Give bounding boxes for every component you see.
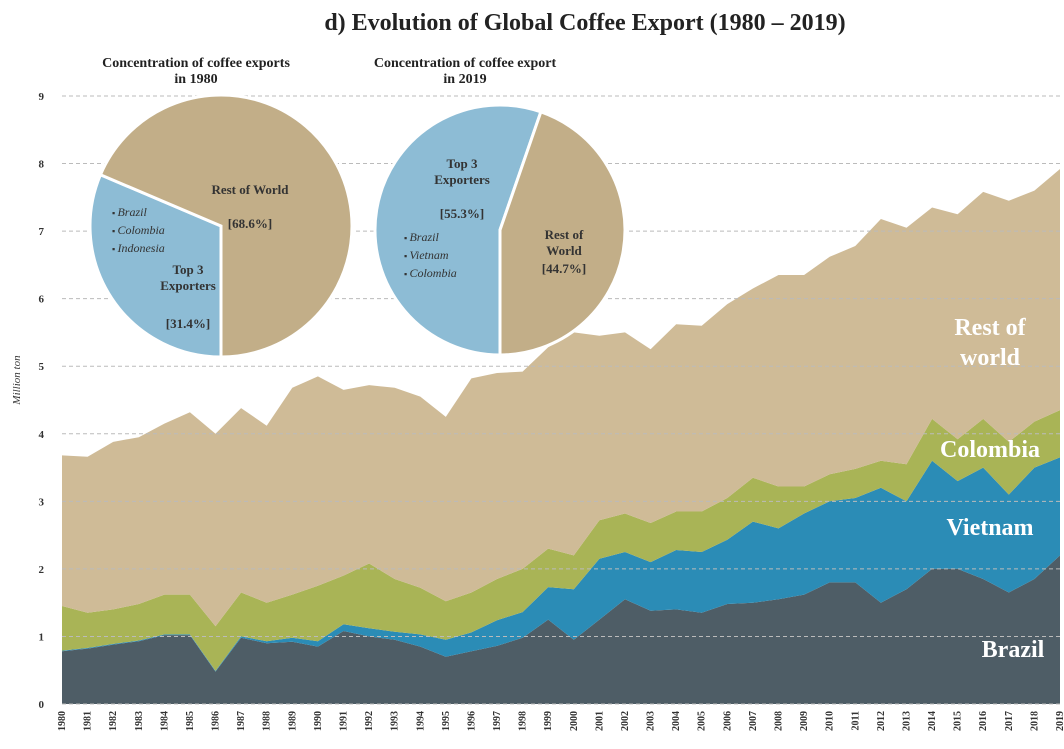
x-tick-label: 1999 [543,711,554,731]
area [62,410,1060,671]
x-tick-label: 1994 [415,711,426,731]
x-tick-label: 2000 [569,711,580,731]
slice-label: Top 3 Exporters [160,262,216,293]
areas [62,169,1060,704]
x-tick-label: 2005 [697,711,708,731]
pie-slice [98,93,354,359]
member: Vietnam [404,247,494,265]
slice-value-label: [44.7%] [541,261,587,276]
x-tick-label: 2015 [953,711,964,731]
x-tick-label: 2013 [901,711,912,731]
x-tick-label: 2011 [850,711,861,730]
x-tick-label: 1997 [492,711,503,731]
x-tick-label: 2009 [799,711,810,731]
series-label: Brazil [981,637,1045,663]
slice-value-label: [55.3%] [439,206,485,221]
series-label: Vietnam [946,515,1034,541]
slice-label: Top 3 Exporters [434,156,490,187]
x-tick-label: 1987 [236,711,247,731]
y-tick-label: 5 [39,361,45,373]
pie-title: Concentration of coffee exports in 1980 [102,56,290,87]
x-tick-label: 2004 [671,711,682,731]
y-axis-label: Million ton [11,355,23,406]
member: Brazil [404,229,494,247]
series-label: Colombia [939,437,1040,463]
x-tick-label: 1980 [57,711,68,731]
y-tick-label: 6 [39,294,45,306]
member: Indonesia [112,240,212,258]
y-tick-label: 3 [39,496,45,508]
x-tick-label: 1993 [390,711,401,731]
x-tick-label: 1989 [287,711,298,731]
y-tick-label: 4 [39,429,45,441]
slice-value-label: [68.6%] [227,216,273,231]
x-tick-label: 2002 [620,711,631,731]
pie-slice [498,109,627,357]
slice-label: Rest of World [211,182,289,197]
x-tick-label: 2006 [722,711,733,731]
x-tick-label: 2007 [748,711,759,731]
x-tick-label: 2010 [825,711,836,731]
x-tick-label: 1986 [211,711,222,731]
slice-label: Rest of World [544,227,584,258]
x-tick-label: 1985 [185,711,196,731]
x-tick-label: 2008 [774,711,785,731]
member: Colombia [112,222,212,240]
x-tick-label: 2014 [927,711,938,731]
x-tick-label: 2018 [1029,711,1040,731]
x-tick-label: 2012 [876,711,887,731]
area [62,555,1060,704]
x-tick-label: 1991 [338,711,349,731]
member: Colombia [404,265,494,283]
x-tick-label: 2019 [1055,711,1064,731]
x-tick-label: 2003 [646,711,657,731]
x-tick-label: 1996 [466,711,477,731]
y-tick-label: 7 [39,226,45,238]
chart-title: d) Evolution of Global Coffee Export (19… [324,10,845,36]
x-tick-label: 1984 [159,711,170,731]
x-tick-label: 1995 [441,711,452,731]
x-tick-label: 1982 [108,711,119,731]
x-tick-label: 1998 [518,711,529,731]
x-tick-label: 1983 [134,711,145,731]
area [62,169,1060,627]
member-list: Brazil Colombia Indonesia [112,204,212,258]
y-tick-label: 1 [39,631,45,643]
slice-value-label: [31.4%] [165,316,211,331]
y-tick-label: 0 [39,699,45,711]
y-tick-label: 9 [39,91,45,103]
x-tick-label: 1990 [313,711,324,731]
member-list: Brazil Vietnam Colombia [404,229,494,283]
x-tick-label: 1981 [83,711,94,731]
y-tick-label: 8 [39,159,45,171]
x-tick-label: 2017 [1004,711,1015,731]
pie-title: Concentration of coffee export in 2019 [373,56,557,87]
area [62,457,1060,672]
x-tick-label: 1988 [262,711,273,731]
x-tick-label: 2016 [978,711,989,731]
series-label: Rest of world [954,315,1026,371]
x-tick-label: 2001 [594,711,605,731]
member: Brazil [112,204,212,222]
y-tick-label: 2 [39,564,45,576]
x-tick-label: 1992 [364,711,375,731]
